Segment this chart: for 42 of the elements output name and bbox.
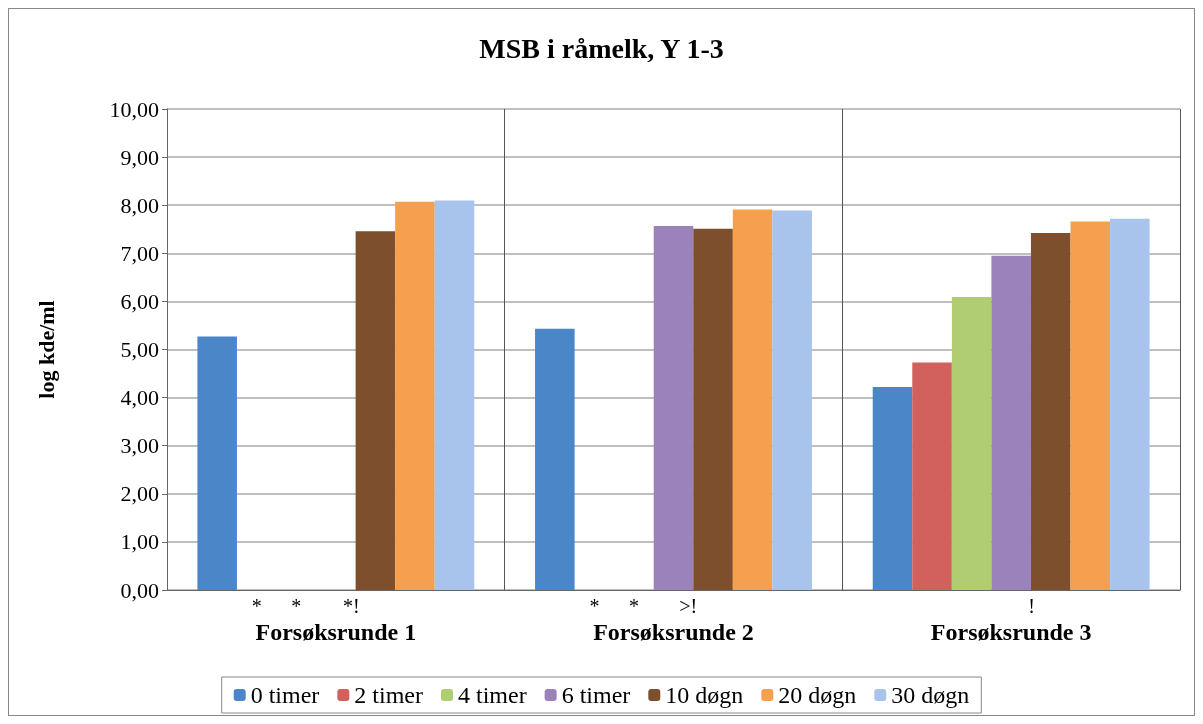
y-tick-label: 0,00 [120, 577, 159, 603]
bar [535, 328, 575, 590]
y-tick-label: 2,00 [120, 481, 159, 507]
bar [197, 336, 237, 590]
bar [732, 209, 773, 590]
bar [912, 362, 952, 590]
chart-title: MSB i råmelk, Y 1-3 [479, 32, 724, 64]
bar [991, 255, 1031, 590]
legend-label: 4 timer [458, 682, 527, 708]
legend-label: 2 timer [354, 682, 424, 708]
bar [951, 297, 992, 590]
legend-label: 30 døgn [891, 682, 970, 708]
legend-label: 20 døgn [778, 682, 857, 708]
y-tick-label: 10,00 [109, 96, 159, 122]
legend-label: 0 timer [250, 682, 320, 708]
bar [1110, 218, 1150, 590]
bar [1070, 221, 1111, 590]
y-tick-label: 6,00 [120, 288, 159, 314]
text: * * >! [589, 595, 698, 617]
x-tick-label: Forsøksrunde 3 [930, 619, 1092, 645]
bar [395, 201, 435, 590]
bar [355, 231, 396, 590]
bar [693, 228, 733, 590]
bar [1030, 233, 1071, 590]
y-tick-label: 8,00 [120, 192, 159, 218]
legend-label: 6 timer [561, 682, 631, 708]
y-tick-label: 4,00 [120, 385, 159, 411]
bar [872, 387, 913, 590]
text: * * *! [251, 595, 360, 617]
y-axis-title: log kde/ml [33, 300, 59, 399]
x-tick-label: Forsøksrunde 2 [593, 619, 754, 645]
y-tick-label: 3,00 [120, 433, 159, 459]
y-tick-label: 1,00 [120, 529, 159, 555]
legend-label: 10 døgn [665, 682, 744, 708]
bar [434, 200, 475, 590]
bar [653, 225, 694, 590]
text: ! [1028, 595, 1035, 617]
x-tick-label: Forsøksrunde 1 [255, 619, 417, 645]
bar [772, 210, 812, 590]
y-tick-label: 7,00 [120, 240, 159, 266]
y-tick-label: 9,00 [120, 144, 159, 170]
y-tick-label: 5,00 [120, 337, 159, 362]
